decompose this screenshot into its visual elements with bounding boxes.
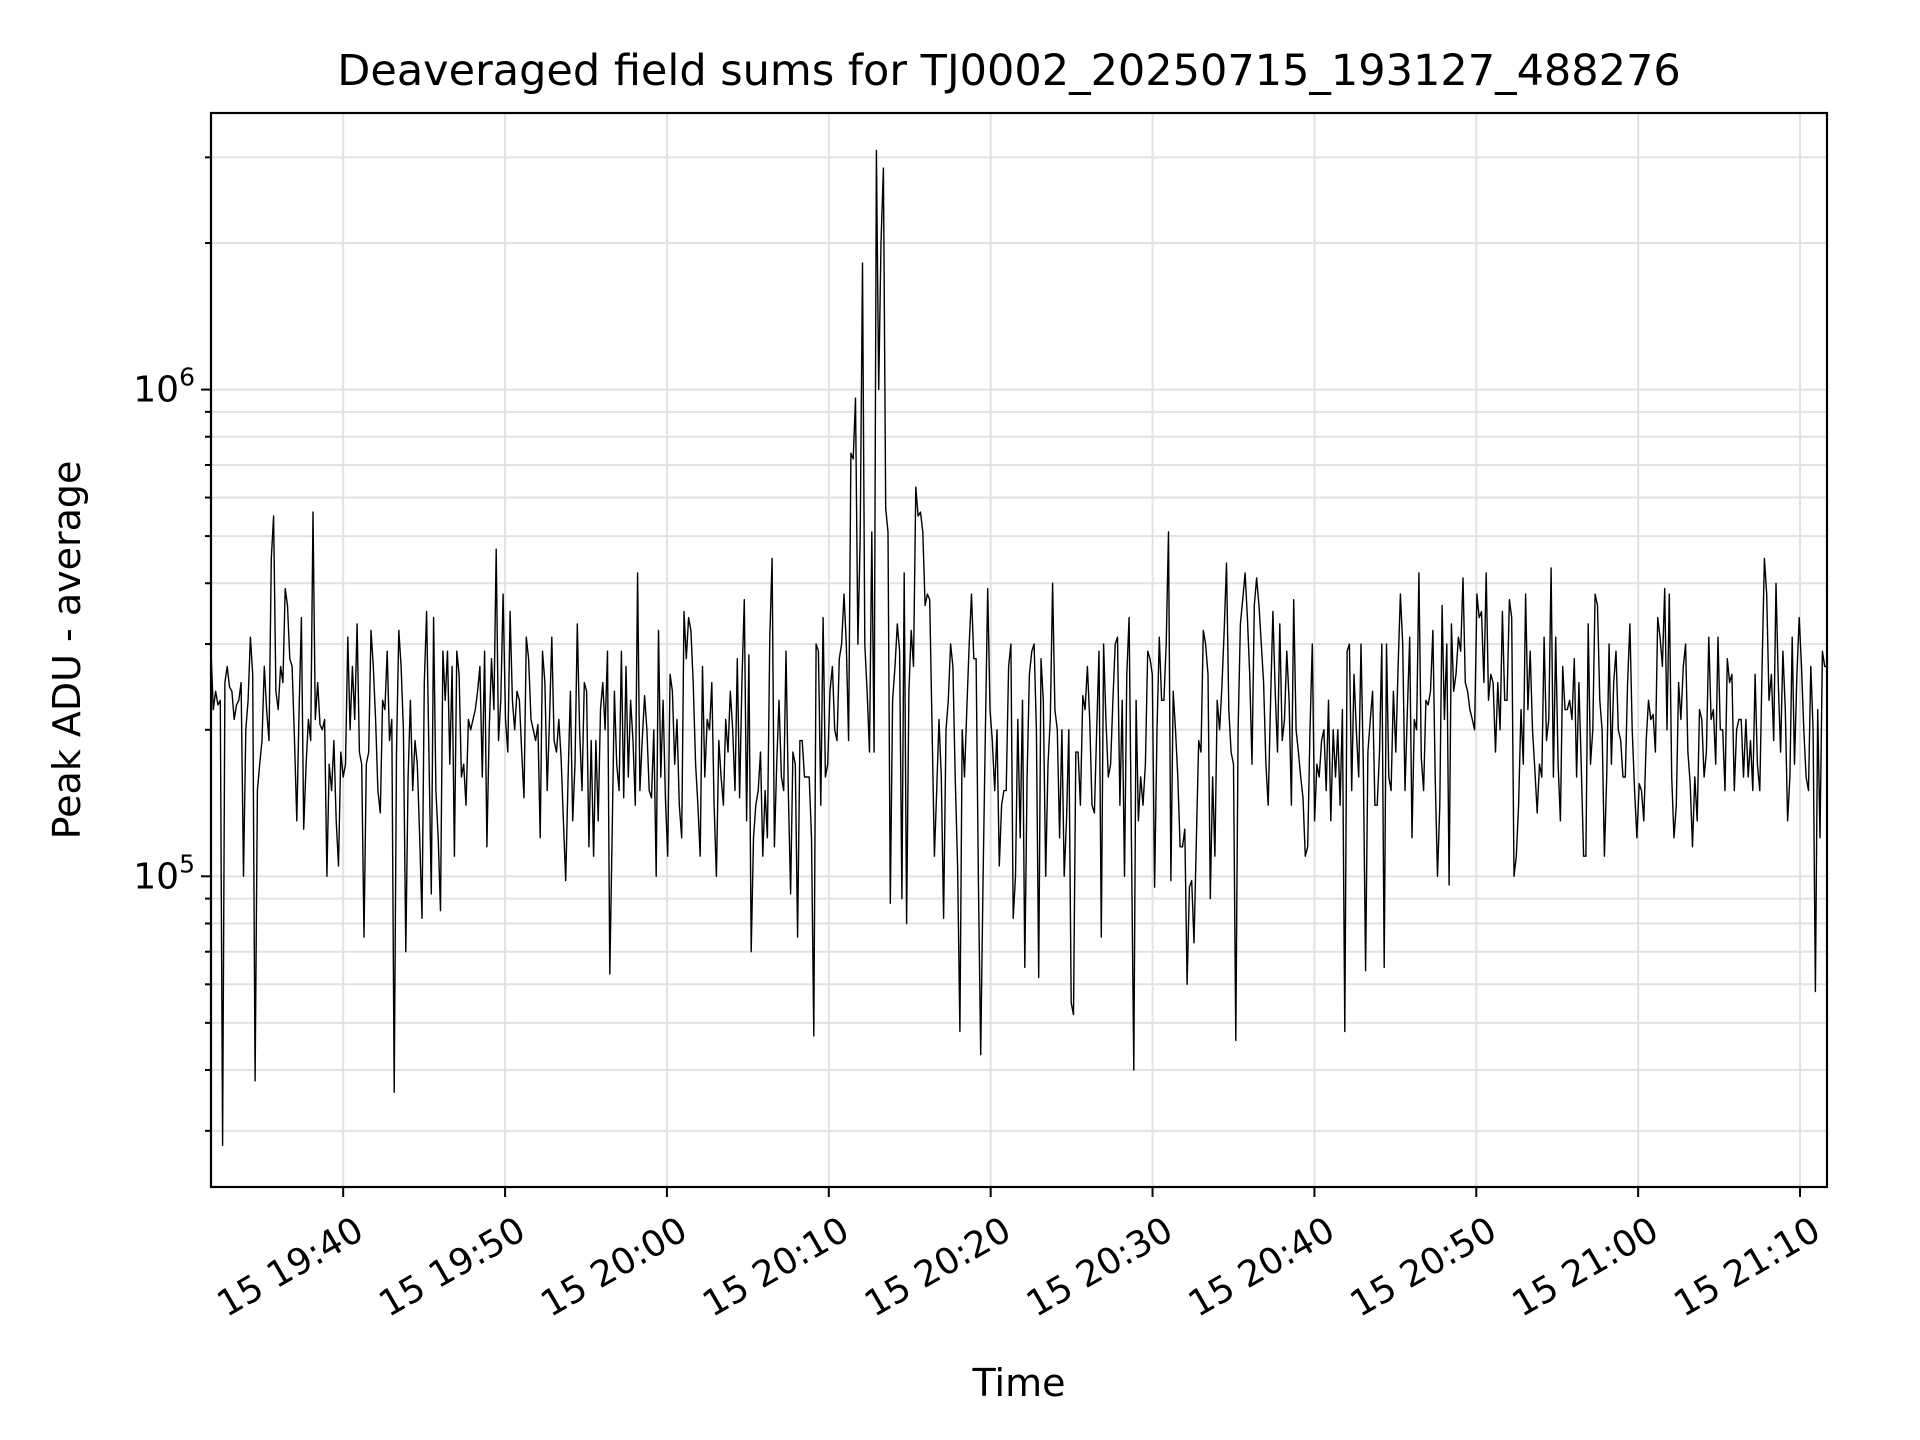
grid-lines: [211, 113, 1827, 1187]
data-line: [210, 149, 1827, 1147]
chart-title: Deaveraged field sums for TJ0002_2025071…: [337, 46, 1680, 96]
y-tick-label: 105: [133, 849, 195, 897]
y-tick-label: 106: [133, 363, 195, 411]
plot-series: [210, 149, 1827, 1147]
plot-frame: [209, 111, 1829, 1189]
x-axis-label: Time: [972, 1361, 1066, 1405]
y-axis-label: Peak ADU - average: [45, 461, 89, 840]
